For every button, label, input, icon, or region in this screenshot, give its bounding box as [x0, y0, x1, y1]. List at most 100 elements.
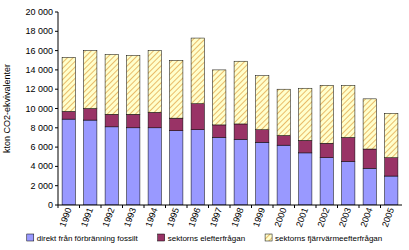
- y-tick-label: 12 000: [25, 84, 53, 94]
- bar-segment: [84, 51, 97, 109]
- x-tick-label: 1992: [100, 206, 116, 228]
- bar-segment: [385, 158, 398, 176]
- bar-segment: [148, 112, 161, 127]
- x-tick: [359, 205, 360, 208]
- x-tick: [316, 205, 317, 208]
- bar-segment: [105, 114, 118, 127]
- legend-label: sektorns fjärrvärmeefterfrågan: [275, 234, 382, 243]
- bar-segment: [170, 131, 183, 205]
- x-tick: [79, 205, 80, 208]
- bar-segment: [277, 145, 290, 205]
- bar-segment: [105, 127, 118, 205]
- x-tick-label: 2003: [337, 206, 353, 228]
- x-tick: [380, 205, 381, 208]
- bar-segment: [127, 55, 140, 114]
- bar-segment: [170, 118, 183, 131]
- bar-segment: [277, 136, 290, 146]
- bar-segment: [62, 57, 75, 111]
- bar-segment: [277, 89, 290, 135]
- x-tick: [122, 205, 123, 208]
- bar-segment: [148, 51, 161, 113]
- y-axis: [58, 12, 59, 205]
- bar-segment: [320, 143, 333, 157]
- bar-segment: [213, 137, 226, 205]
- y-tick-label: 18 000: [25, 26, 53, 36]
- x-tick: [58, 205, 59, 208]
- x-tick-label: 2000: [272, 206, 288, 228]
- x-tick: [273, 205, 274, 208]
- bars: [62, 38, 398, 205]
- legend-swatch: [265, 234, 272, 241]
- x-tick: [144, 205, 145, 208]
- bar-segment: [62, 111, 75, 119]
- bar-segment: [299, 153, 312, 205]
- bar-segment: [234, 61, 247, 124]
- bar-segment: [256, 76, 269, 130]
- bar-segment: [213, 70, 226, 125]
- x-tick: [294, 205, 295, 208]
- y-tick-label: 2 000: [30, 181, 53, 191]
- legend-label: sektorns elefterfrågan: [168, 234, 245, 243]
- x-tick-label: 2001: [294, 206, 310, 228]
- x-tick-label: 1996: [186, 206, 202, 228]
- bar-segment: [170, 60, 183, 118]
- x-tick-label: 1995: [165, 206, 181, 228]
- bar-segment: [148, 128, 161, 205]
- bar-segment: [62, 119, 75, 205]
- x-tick-label: 1993: [122, 206, 138, 228]
- x-tick-label: 1997: [208, 206, 224, 228]
- bar-segment: [127, 128, 140, 205]
- x-tick-label: 1991: [79, 206, 95, 228]
- x-tick-label: 1998: [229, 206, 245, 228]
- bar-segment: [320, 85, 333, 143]
- bar-segment: [84, 109, 97, 121]
- bar-segment: [299, 140, 312, 153]
- legend-label: direkt från förbränning fossilt: [37, 234, 139, 243]
- x-tick: [230, 205, 231, 208]
- bar-segment: [342, 85, 355, 137]
- bar-segment: [320, 158, 333, 205]
- x-tick-label: 2005: [380, 206, 396, 228]
- x-tick-label: 1999: [251, 206, 267, 228]
- y-tick-label: 8 000: [30, 123, 53, 133]
- bar-segment: [385, 176, 398, 205]
- bar-segment: [191, 38, 204, 104]
- bar-segment: [127, 114, 140, 128]
- y-tick-label: 14 000: [25, 65, 53, 75]
- bar-segment: [342, 162, 355, 205]
- bar-segment: [105, 54, 118, 114]
- bar-segment: [234, 124, 247, 139]
- y-tick-label: 6 000: [30, 142, 53, 152]
- x-tick: [208, 205, 209, 208]
- y-tick-label: 20 000: [25, 7, 53, 17]
- legend-swatch: [158, 234, 165, 241]
- bar-segment: [299, 88, 312, 140]
- y-tick-label: 16 000: [25, 46, 53, 56]
- bar-segment: [234, 139, 247, 205]
- bar-segment: [84, 120, 97, 205]
- bar-segment: [363, 149, 376, 168]
- x-tick-label: 1994: [143, 206, 159, 228]
- legend: direkt från förbränning fossilt sektorns …: [27, 234, 382, 243]
- bar-segment: [256, 142, 269, 205]
- y-tick-label: 0: [48, 200, 53, 210]
- x-tick: [187, 205, 188, 208]
- x-tick: [101, 205, 102, 208]
- bar-segment: [191, 130, 204, 205]
- y-tick-label: 10 000: [25, 104, 53, 114]
- x-tick: [337, 205, 338, 208]
- bar-segment: [191, 104, 204, 130]
- bar-segment: [363, 99, 376, 149]
- bar-segment: [213, 125, 226, 138]
- x-tick-label: 2004: [358, 206, 374, 228]
- legend-swatch: [27, 234, 34, 241]
- x-tick-label: 1990: [57, 206, 73, 228]
- bar-segment: [363, 168, 376, 205]
- chart: 02 0004 0006 0008 00010 00012 00014 0001…: [0, 0, 409, 250]
- x-tick-label: 2002: [315, 206, 331, 228]
- y-axis-label: kton CO2-ekvivalenter: [2, 64, 12, 153]
- bar-segment: [256, 130, 269, 143]
- bar-segment: [342, 137, 355, 161]
- x-tick: [251, 205, 252, 208]
- bar-segment: [385, 113, 398, 157]
